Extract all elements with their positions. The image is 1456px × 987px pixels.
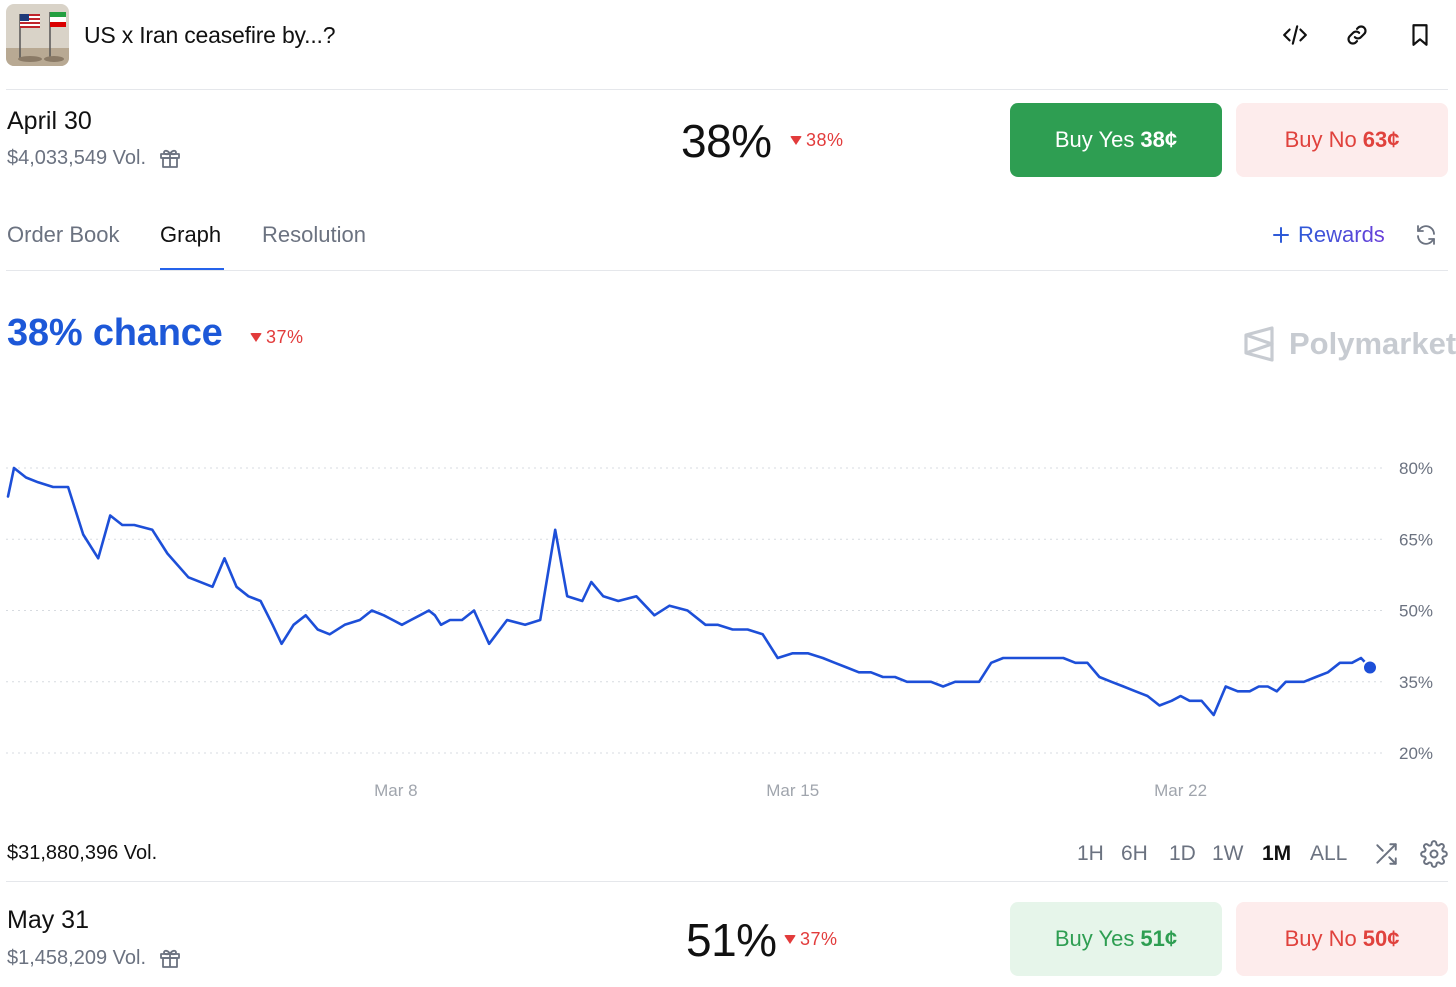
outcome-date: April 30 — [7, 107, 92, 135]
code-icon[interactable] — [1280, 20, 1310, 50]
outcome-change: 37% — [784, 929, 838, 950]
polymarket-label: Polymarket — [1289, 326, 1456, 361]
outcome-volume-text: $4,033,549 Vol. — [7, 146, 147, 169]
polymarket-logo-icon — [1244, 326, 1274, 362]
buy-yes-label: Buy Yes — [1054, 926, 1135, 951]
buy-yes-price: 51¢ — [1140, 926, 1178, 951]
tab-graph[interactable]: Graph — [160, 222, 222, 247]
rewards-button[interactable]: Rewards — [1272, 222, 1385, 248]
down-triangle-icon — [250, 333, 262, 342]
active-tab-indicator — [160, 268, 224, 271]
buy-yes-button[interactable]: Buy Yes 38¢ — [1010, 103, 1222, 177]
outcome-change-value: 38% — [806, 130, 844, 150]
outcome-volume: $1,458,209 Vol. — [7, 946, 182, 970]
range-all[interactable]: ALL — [1310, 842, 1348, 865]
buy-yes-label: Buy Yes — [1054, 127, 1135, 152]
range-1m[interactable]: 1M — [1262, 842, 1292, 865]
buy-no-button[interactable]: Buy No 63¢ — [1236, 103, 1448, 177]
range-1d[interactable]: 1D — [1169, 842, 1196, 865]
y-tick-label: 35% — [1399, 673, 1433, 692]
polymarket-watermark: Polymarket — [1243, 326, 1456, 362]
outcome-change-value: 37% — [800, 929, 838, 949]
range-1w[interactable]: 1W — [1212, 842, 1244, 865]
x-tick-label: Mar 8 — [374, 781, 417, 800]
buy-no-button[interactable]: Buy No 50¢ — [1236, 902, 1448, 976]
divider — [6, 270, 1448, 271]
price-chart[interactable]: 80% 65% 50% 35% 20% Mar 8 Mar 15 Mar 22 — [0, 440, 1456, 810]
chance-change-value: 37% — [266, 327, 304, 347]
outcome-volume: $4,033,549 Vol. — [7, 146, 182, 170]
current-point-marker — [1362, 659, 1378, 676]
outcome-change: 38% — [790, 130, 844, 151]
buy-yes-price: 38¢ — [1140, 127, 1178, 152]
divider — [6, 89, 1448, 90]
y-tick-label: 80% — [1399, 459, 1433, 478]
outcome-percent: 51% — [686, 914, 777, 966]
outcome-percent: 38% — [681, 115, 772, 167]
chance-change: 37% — [250, 327, 304, 348]
outcome-date: May 31 — [7, 906, 89, 934]
chance-value: 38% chance — [7, 312, 223, 354]
x-tick-label: Mar 22 — [1154, 781, 1207, 800]
shuffle-icon[interactable] — [1373, 841, 1399, 872]
y-tick-label: 65% — [1399, 530, 1433, 549]
y-tick-label: 20% — [1399, 744, 1433, 763]
bookmark-icon[interactable] — [1405, 20, 1435, 50]
y-tick-label: 50% — [1399, 602, 1433, 621]
market-title: US x Iran ceasefire by...? — [84, 22, 336, 48]
range-6h[interactable]: 6H — [1121, 842, 1148, 865]
rewards-label: Rewards — [1298, 222, 1385, 247]
down-triangle-icon — [790, 136, 802, 145]
refresh-icon[interactable] — [1414, 223, 1440, 249]
series-line — [6, 466, 1372, 717]
divider — [6, 881, 1448, 882]
buy-no-label: Buy No — [1284, 127, 1357, 152]
tab-order-book[interactable]: Order Book — [7, 222, 120, 247]
plus-icon — [1273, 227, 1289, 243]
market-thumbnail — [6, 4, 69, 66]
buy-yes-button[interactable]: Buy Yes 51¢ — [1010, 902, 1222, 976]
settings-gear-icon[interactable] — [1420, 840, 1448, 873]
outcome-volume-text: $1,458,209 Vol. — [7, 946, 147, 969]
gift-icon[interactable] — [158, 146, 182, 170]
down-triangle-icon — [784, 935, 796, 944]
tab-resolution[interactable]: Resolution — [262, 222, 366, 247]
buy-no-price: 63¢ — [1362, 127, 1400, 152]
range-1h[interactable]: 1H — [1077, 842, 1104, 865]
gift-icon[interactable] — [158, 946, 182, 970]
total-volume: $31,880,396 Vol. — [7, 842, 158, 864]
x-tick-label: Mar 15 — [766, 781, 819, 800]
link-icon[interactable] — [1342, 20, 1372, 50]
buy-no-price: 50¢ — [1362, 926, 1400, 951]
buy-no-label: Buy No — [1284, 926, 1357, 951]
